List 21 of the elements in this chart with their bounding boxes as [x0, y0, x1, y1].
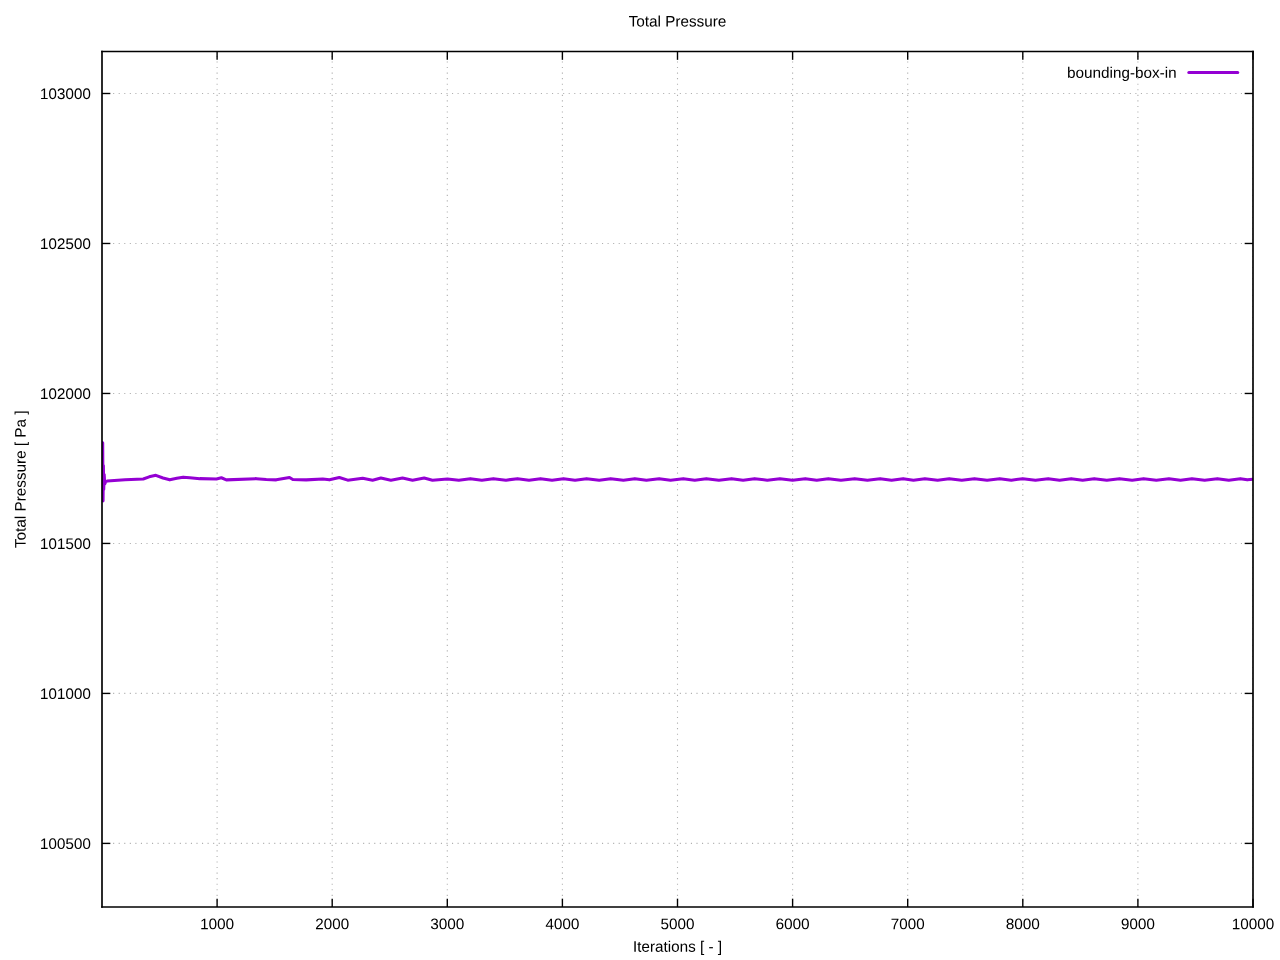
- line-series: [102, 440, 1253, 503]
- x-tick-label: 6000: [776, 918, 809, 930]
- y-tick-label: 102000: [41, 388, 91, 400]
- x-tick-label: 10000: [1232, 918, 1274, 930]
- x-tick-label: 2000: [315, 918, 349, 930]
- x-tick-label: 3000: [430, 918, 464, 930]
- x-tick-label: 9000: [1121, 918, 1155, 930]
- y-tick-label: 101500: [41, 538, 91, 550]
- y-tick-label: 101000: [41, 688, 91, 700]
- x-axis-title: Iterations [ - ]: [634, 940, 721, 955]
- y-tick-label: 100500: [41, 838, 91, 850]
- y-tick-label: 103000: [41, 88, 91, 100]
- x-tick-label: 4000: [545, 918, 579, 930]
- x-tick-label: 1000: [201, 918, 234, 930]
- y-tick-label: 102500: [41, 238, 91, 250]
- x-tick-label: 7000: [891, 918, 925, 930]
- legend-label: bounding-box-in: [1068, 66, 1176, 82]
- x-tick-label: 5000: [661, 918, 694, 930]
- chart-title: Total Pressure: [629, 15, 726, 27]
- x-tick-label: 8000: [1006, 918, 1040, 930]
- y-axis-title: Total Pressure [ Pa ]: [14, 411, 29, 548]
